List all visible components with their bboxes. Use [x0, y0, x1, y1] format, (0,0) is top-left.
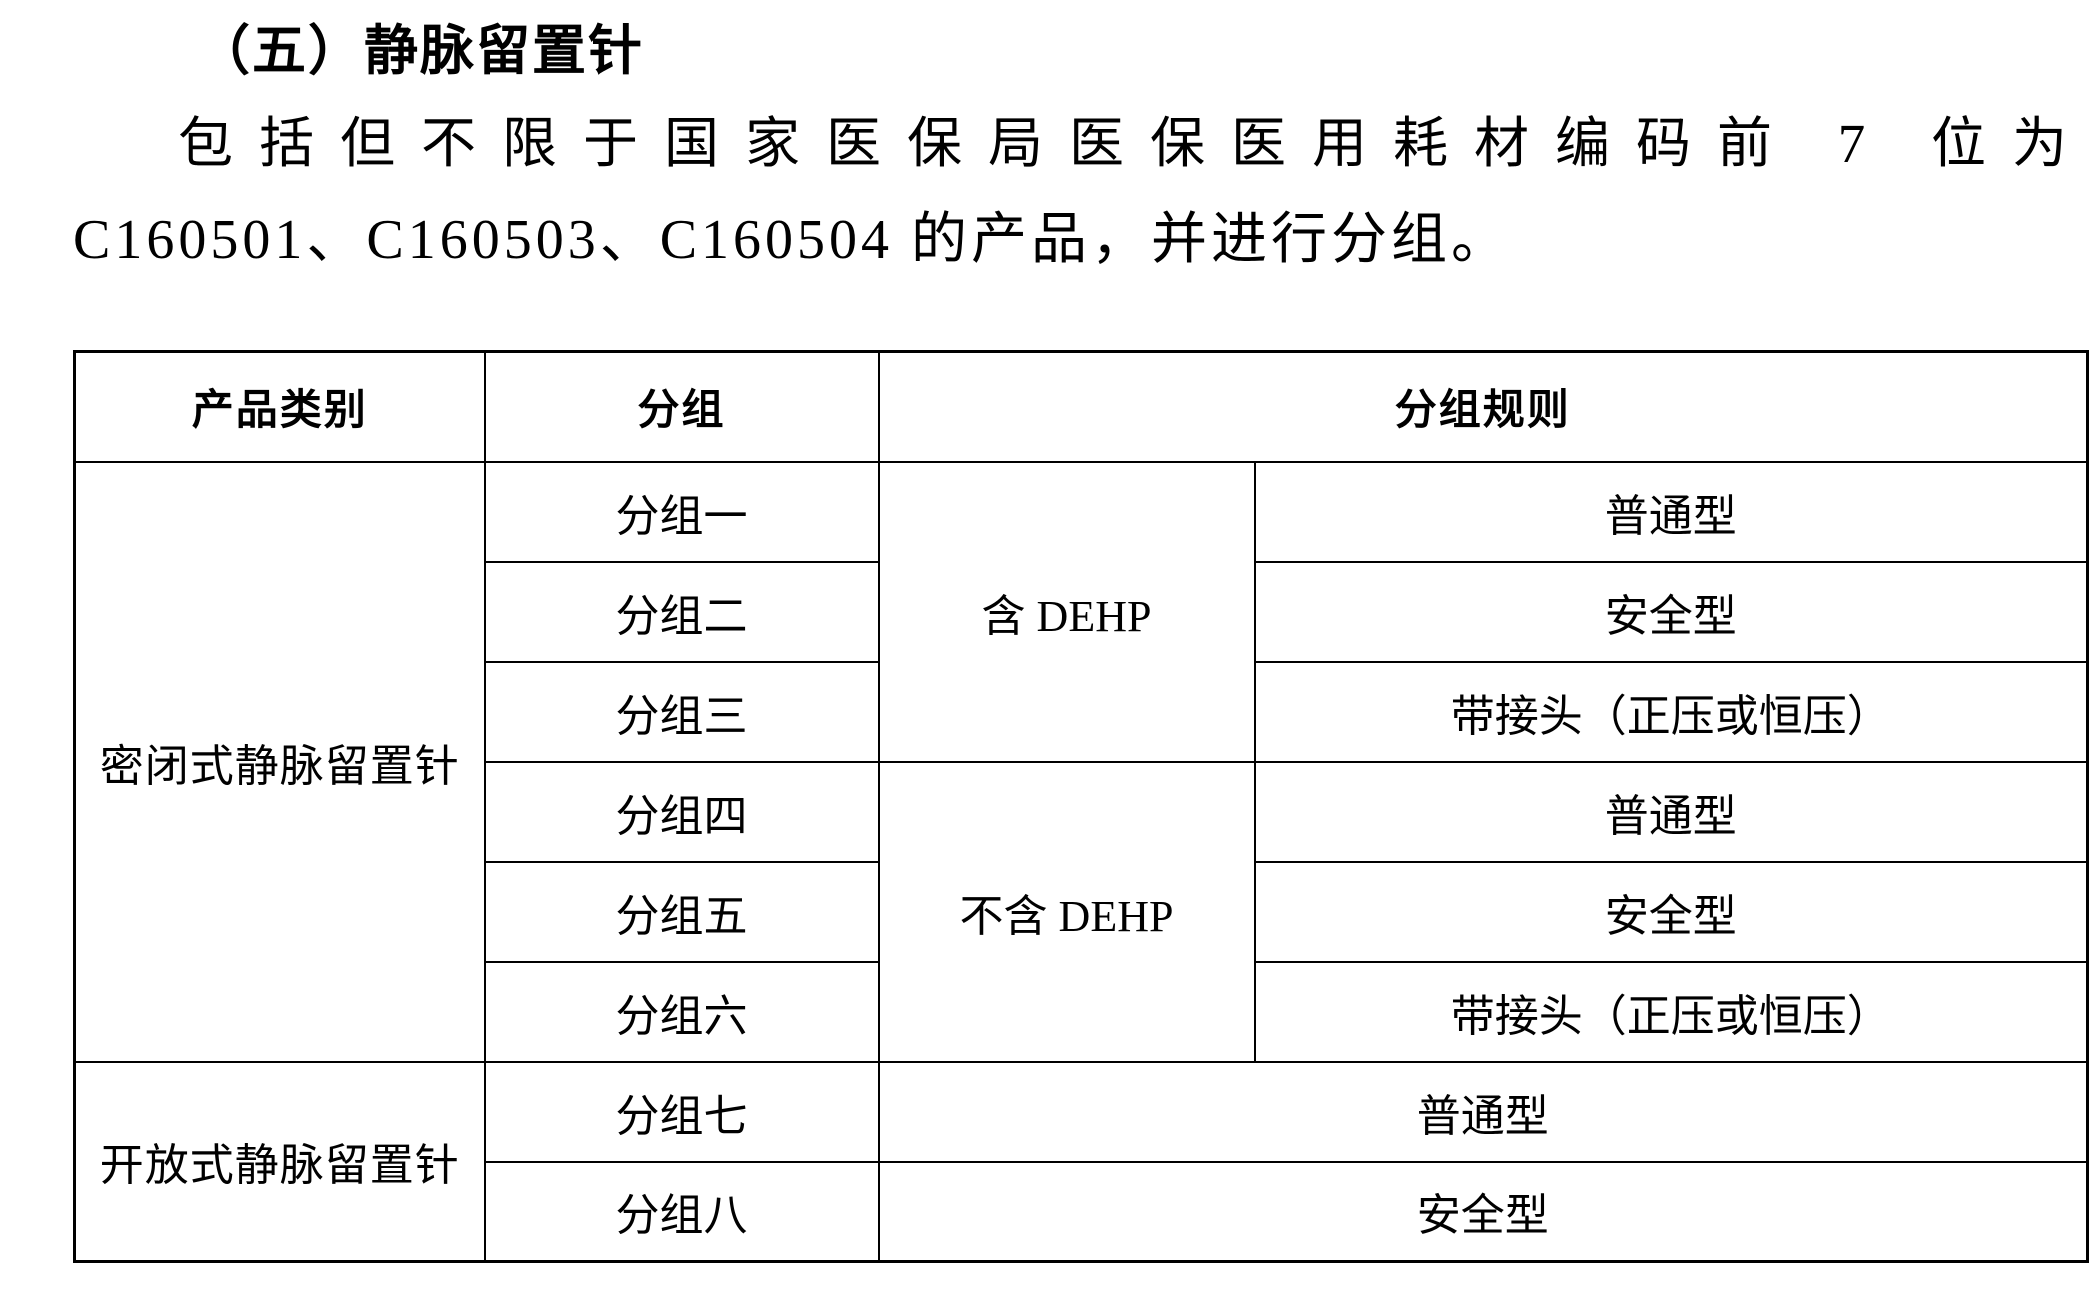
category-cell-open: 开放式静脉留置针 [73, 1060, 486, 1263]
paragraph-line-1: 包括但不限于国家医保局医保医用耗材编码前 7 位为 [178, 113, 2092, 174]
paragraph-line-2: C160501、C160503、C160504 的产品，并进行分组。 [73, 209, 1512, 271]
group-cell: 分组六 [483, 960, 880, 1063]
table-row: 分组四 不含 DEHP 普通型 [75, 760, 2089, 1063]
rule-cell: 带接头（正压或恒压） [1253, 660, 2089, 763]
group-cell: 分组三 [483, 660, 880, 763]
group-cell: 分组七 [483, 1060, 880, 1163]
table-row: 分组八 安全型 [75, 1160, 2089, 1263]
dehp-cell-no: 不含 DEHP [877, 760, 1256, 1063]
grouping-table: 产品类别 分组 分组规则 密闭式静脉留置针 分组一 含 DEHP 普通型 分组二… [73, 350, 2090, 1263]
group-cell: 分组五 [483, 860, 880, 963]
table-row: 分组五 安全型 [75, 860, 2089, 963]
table-row: 密闭式静脉留置针 分组一 含 DEHP 普通型 [73, 460, 2089, 1063]
header-cell-rule: 分组规则 [877, 350, 2089, 463]
group-cell: 分组四 [483, 760, 880, 863]
table-row: 开放式静脉留置针 分组七 普通型 [73, 1060, 2089, 1263]
dehp-cell-yes: 含 DEHP [877, 460, 1256, 763]
table-header-row: 产品类别 分组 分组规则 [73, 350, 2089, 463]
rule-cell: 普通型 [1253, 460, 2089, 563]
group-cell: 分组二 [483, 560, 880, 663]
group-cell: 分组八 [483, 1160, 880, 1263]
rule-cell: 安全型 [877, 1160, 2089, 1263]
table-row: 分组三 带接头（正压或恒压） [75, 660, 2089, 763]
group-cell: 分组一 [483, 460, 880, 563]
rule-cell: 普通型 [877, 1060, 2089, 1163]
header-cell-category: 产品类别 [73, 350, 486, 463]
rule-cell: 带接头（正压或恒压） [1253, 960, 2089, 1063]
table-row: 分组六 带接头（正压或恒压） [75, 960, 2089, 1063]
table-row: 分组二 安全型 [75, 560, 2089, 663]
rule-cell: 安全型 [1253, 860, 2089, 963]
rule-cell: 安全型 [1253, 560, 2089, 663]
category-cell-closed: 密闭式静脉留置针 [73, 460, 486, 1063]
section-title: （五）静脉留置针 [196, 21, 644, 81]
rule-cell: 普通型 [1253, 760, 2089, 863]
header-cell-group: 分组 [483, 350, 880, 463]
